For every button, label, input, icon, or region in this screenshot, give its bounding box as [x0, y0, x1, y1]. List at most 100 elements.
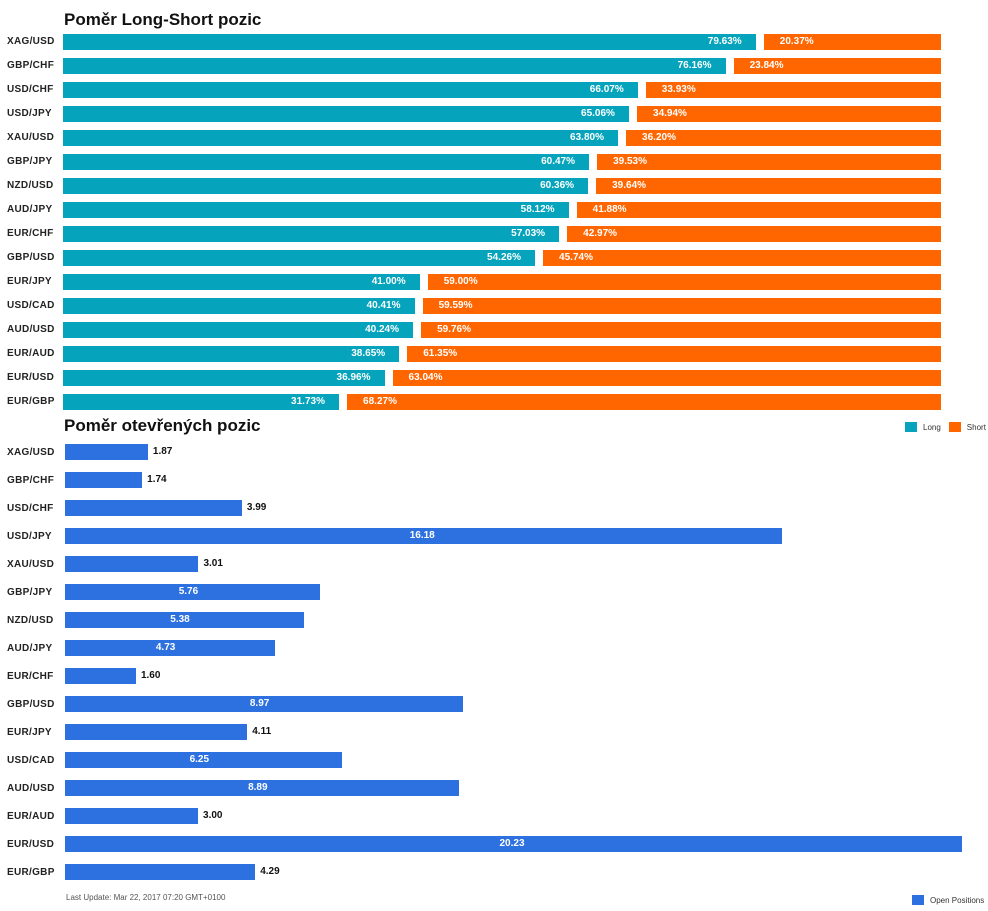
long-bar: [63, 274, 420, 290]
open-positions-bar: [65, 444, 148, 460]
long-short-category-label: EUR/GBP: [7, 396, 55, 407]
short-legend-swatch: [948, 422, 961, 432]
open-positions-value-label: 8.97: [249, 698, 270, 709]
short-bar: [733, 58, 941, 74]
open-positions-category-label: EUR/GBP: [7, 867, 55, 878]
long-value-label: 63.80%: [570, 132, 604, 143]
long-value-label: 60.47%: [541, 156, 575, 167]
long-value-label: 31.73%: [291, 396, 325, 407]
long-value-label: 65.06%: [581, 108, 615, 119]
short-bar: [597, 154, 941, 170]
long-value-label: 57.03%: [511, 228, 546, 239]
short-bar: [392, 370, 941, 386]
open-positions-legend: Open Positions: [912, 895, 984, 905]
long-value-label: 40.41%: [366, 300, 401, 311]
open-positions-bar: [65, 668, 136, 684]
short-bar: [543, 250, 941, 266]
open-positions-value-label: 1.87: [152, 446, 173, 457]
long-bar: [63, 178, 589, 194]
open-positions-bar: [65, 612, 304, 628]
long-short-category-label: EUR/USD: [7, 372, 55, 383]
open-positions-chart-title: Poměr otevřených pozic: [64, 416, 261, 435]
long-value-label: 41.00%: [371, 276, 406, 287]
open-positions-category-label: AUD/USD: [7, 783, 55, 794]
open-positions-category-label: EUR/USD: [7, 839, 55, 850]
open-positions-legend-swatch: [912, 895, 924, 905]
short-value-label: 59.59%: [438, 300, 473, 311]
long-value-label: 38.65%: [351, 348, 386, 359]
open-positions-category-label: USD/CAD: [7, 755, 55, 766]
short-value-label: 45.74%: [559, 252, 593, 263]
open-positions-bar: [65, 584, 321, 600]
short-bar: [567, 226, 941, 242]
short-legend-label: Short: [966, 422, 986, 432]
open-positions-value-label: 4.73: [155, 642, 176, 653]
open-positions-bar: [65, 808, 199, 824]
open-positions-category-label: GBP/USD: [7, 699, 55, 710]
open-positions-bar: [65, 724, 248, 740]
short-bar: [637, 106, 941, 122]
long-value-label: 60.36%: [540, 180, 575, 191]
long-bar: [63, 226, 560, 242]
long-bar: [63, 322, 414, 338]
short-bar: [626, 130, 941, 146]
short-value-label: 39.64%: [612, 180, 647, 191]
short-value-label: 42.97%: [583, 228, 618, 239]
long-legend-swatch: [905, 422, 917, 432]
open-positions-category-label: XAG/USD: [7, 447, 55, 458]
long-bar: [63, 298, 415, 314]
short-bar: [596, 178, 941, 194]
long-bar: [63, 106, 630, 122]
open-positions-value-label: 6.25: [189, 754, 210, 765]
open-positions-category-label: XAU/USD: [7, 559, 55, 570]
short-value-label: 23.84%: [749, 60, 784, 71]
open-positions-value-label: 3.01: [203, 558, 223, 569]
short-value-label: 36.20%: [642, 132, 676, 143]
short-value-label: 41.88%: [592, 204, 627, 215]
long-bar: [63, 154, 590, 170]
open-positions-bar: [65, 640, 275, 656]
open-positions-bar: [65, 528, 783, 544]
open-positions-value-label: 4.11: [252, 726, 272, 737]
long-bar: [63, 82, 638, 98]
long-bar: [63, 202, 569, 218]
open-positions-category-label: GBP/JPY: [7, 587, 53, 598]
long-short-category-label: USD/JPY: [7, 108, 52, 119]
long-bar: [63, 34, 756, 50]
long-short-category-label: EUR/AUD: [7, 348, 55, 359]
open-positions-bar: [65, 696, 463, 712]
open-positions-value-label: 5.38: [170, 614, 190, 625]
long-short-category-label: XAU/USD: [7, 132, 55, 143]
short-value-label: 59.00%: [443, 276, 478, 287]
short-bar: [347, 394, 941, 410]
open-positions-value-label: 5.76: [178, 586, 199, 597]
short-bar: [422, 298, 941, 314]
long-legend-label: Long: [923, 422, 941, 432]
short-bar: [645, 82, 941, 98]
open-positions-category-label: EUR/JPY: [7, 727, 52, 738]
short-bar: [763, 34, 941, 50]
open-positions-value-label: 8.89: [248, 782, 268, 793]
long-short-legend: Long Short: [905, 422, 986, 432]
long-short-category-label: XAG/USD: [7, 36, 55, 47]
open-positions-bar: [65, 556, 199, 572]
open-positions-category-label: USD/JPY: [7, 531, 52, 542]
open-positions-legend-label: Open Positions: [930, 895, 985, 905]
short-bar: [576, 202, 941, 218]
long-short-category-label: AUD/USD: [7, 324, 55, 335]
open-positions-category-label: NZD/USD: [7, 615, 54, 626]
open-positions-bar: [65, 836, 962, 852]
long-short-category-label: NZD/USD: [7, 180, 54, 191]
long-bar: [63, 130, 619, 146]
open-positions-category-label: EUR/AUD: [7, 811, 55, 822]
long-bar: [63, 394, 340, 410]
last-update-text: Last Update: Mar 22, 2017 07:20 GMT+0100: [66, 893, 226, 902]
short-value-label: 34.94%: [653, 108, 687, 119]
open-positions-value-label: 1.74: [147, 474, 167, 485]
short-value-label: 68.27%: [363, 396, 397, 407]
short-value-label: 39.53%: [613, 156, 647, 167]
long-bar: [63, 250, 536, 266]
long-bar: [63, 370, 385, 386]
long-short-chart-title: Poměr Long-Short pozic: [64, 10, 262, 29]
long-value-label: 66.07%: [589, 84, 624, 95]
